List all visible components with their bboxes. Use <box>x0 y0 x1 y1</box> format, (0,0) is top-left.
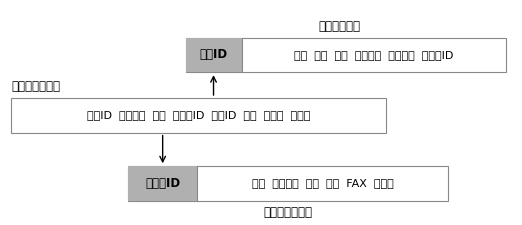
Text: 商品ID: 商品ID <box>199 48 228 61</box>
Bar <box>185 38 506 72</box>
Text: 得意先ID: 得意先ID <box>145 177 180 190</box>
Text: 得意先テーブル: 得意先テーブル <box>264 206 313 219</box>
Text: 商品テーブル: 商品テーブル <box>318 20 360 33</box>
Text: 品名  仕様  単位  仕入単価  販売単価  仕入先ID: 品名 仕様 単位 仕入単価 販売単価 仕入先ID <box>294 50 453 60</box>
Bar <box>128 166 197 201</box>
Bar <box>11 98 386 133</box>
Bar <box>185 38 242 72</box>
Bar <box>128 166 448 201</box>
Text: 見積ID  伝票番号  日付  得意先ID  商品ID  数量  消費税  見積額: 見積ID 伝票番号 日付 得意先ID 商品ID 数量 消費税 見積額 <box>87 110 310 120</box>
Text: 名称  郵便番号  住所  電話  FAX  担当者: 名称 郵便番号 住所 電話 FAX 担当者 <box>252 178 394 189</box>
Text: 見積書テーブル: 見積書テーブル <box>11 81 60 94</box>
